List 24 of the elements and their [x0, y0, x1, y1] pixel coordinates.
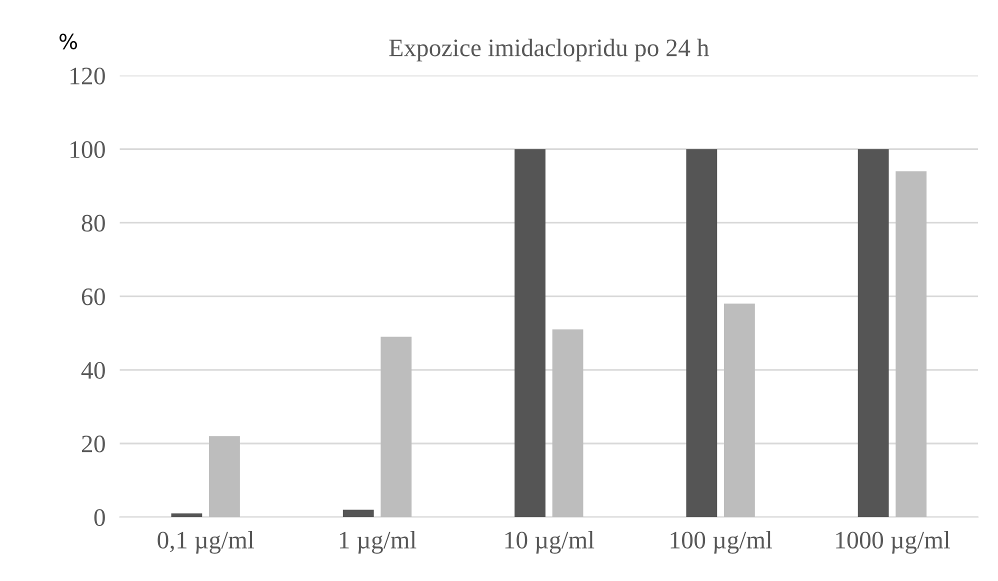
- x-tick-label: 0,1 µg/ml: [158, 530, 254, 554]
- bar: [724, 304, 755, 518]
- chart-title: Expozice imidaclopridu po 24 h: [389, 38, 709, 62]
- y-tick-label: 100: [70, 141, 105, 158]
- x-tick-label: 1 µg/ml: [340, 530, 416, 554]
- bar: [171, 513, 202, 518]
- x-tick-label: 10 µg/ml: [505, 530, 594, 554]
- y-tick-label: 0: [94, 509, 105, 526]
- y-tick-label: 60: [82, 288, 105, 306]
- bar: [209, 436, 240, 518]
- bar: [552, 329, 584, 518]
- x-tick-label: 1000 µg/ml: [836, 530, 950, 554]
- y-tick-label: 80: [82, 214, 105, 232]
- y-tick-label: 40: [81, 362, 105, 379]
- bar: [896, 171, 927, 518]
- bar: [686, 149, 718, 518]
- y-axis-title: %: [60, 34, 78, 50]
- bar: [342, 510, 374, 518]
- bar: [514, 149, 546, 518]
- bar: [380, 336, 412, 518]
- bar: [858, 149, 889, 518]
- y-tick-label: 20: [82, 436, 105, 452]
- x-tick-label: 100 µg/ml: [670, 530, 772, 554]
- y-tick-label: 120: [70, 68, 105, 84]
